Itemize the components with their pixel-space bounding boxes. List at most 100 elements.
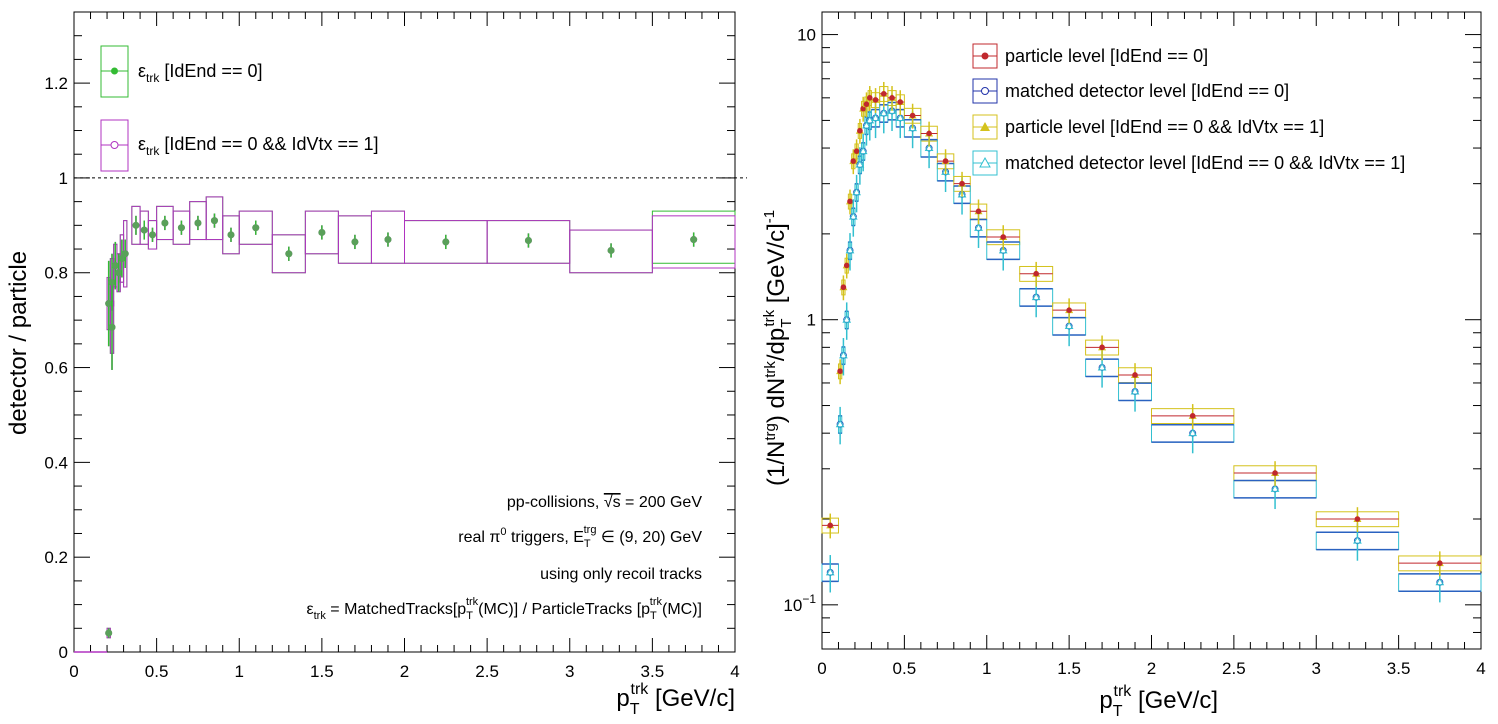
- left-legend-entry-idend: εtrk [IdEnd == 0]: [100, 45, 262, 98]
- detector-idvtx-point: [957, 189, 967, 198]
- right-spectrum-panel: 0 0.5 1 1.5 2 2.5 3 3.5 4 10−1 1 10 particle level …: [761, 11, 1486, 720]
- particle-point: [889, 95, 895, 101]
- particle-point: [1354, 516, 1361, 522]
- legend-label-detector-idend: matched detector level [IdEnd == 0]: [1005, 81, 1289, 101]
- x-tick-label: 0.5: [145, 662, 169, 681]
- particle-point: [857, 127, 863, 134]
- x-tick-label: 0: [69, 662, 78, 681]
- left-frame: [73, 11, 736, 653]
- left-x-axis-title: pTtrk [GeV/c]: [616, 681, 735, 718]
- detector-idvtx-point: [1188, 428, 1198, 437]
- detector-idvtx-point: [845, 245, 855, 254]
- annotation-recoil: using only recoil tracks: [540, 566, 702, 583]
- detector-idvtx-point: [865, 115, 875, 124]
- particle-point: [897, 99, 904, 105]
- particle-point: [975, 208, 982, 215]
- left-legend: εtrk [IdEnd == 0] εtrk [IdEnd == 0 && Id…: [100, 45, 379, 172]
- detector-idvtx-point: [1031, 292, 1041, 301]
- legend-marker-open-circle: [981, 87, 989, 95]
- y-tick-label: 10−1: [783, 592, 816, 615]
- detector-idvtx-point: [895, 113, 905, 121]
- particle-point: [837, 368, 843, 374]
- legend-label-eps-idend: εtrk [IdEnd == 0]: [138, 61, 262, 85]
- data-point: [140, 226, 148, 234]
- x-tick-label: 1.5: [310, 662, 334, 681]
- y-tick-label: 0.8: [44, 264, 68, 283]
- right-tick-labels: 0 0.5 1 1.5 2 2.5 3 3.5 4 10−1 1 10: [783, 26, 1485, 678]
- particle-point: [866, 95, 873, 101]
- detector-idvtx-point: [1270, 484, 1280, 492]
- left-annotations: pp-collisions, √s = 200 GeV real π0 trig…: [306, 494, 702, 622]
- systematic-box: [651, 215, 736, 269]
- particle-point: [1437, 560, 1443, 566]
- legend-marker-open-circle: [110, 141, 119, 149]
- legend-label-particle-idvtx: particle level [IdEnd == 0 && IdVtx == 1…: [1005, 117, 1324, 137]
- particle-point: [1099, 344, 1105, 351]
- data-point: [227, 231, 235, 239]
- detector-idvtx-point: [941, 167, 950, 175]
- particle-point: [847, 198, 853, 205]
- data-point: [384, 236, 392, 244]
- x-tick-label: 2: [400, 662, 409, 681]
- y-tick-label: 0: [59, 643, 68, 662]
- detector-idvtx-point: [839, 350, 848, 359]
- particle-point: [840, 284, 847, 291]
- particle-point: [860, 105, 866, 112]
- detector-idvtx-point: [1130, 387, 1140, 395]
- particle-point: [1066, 307, 1072, 313]
- particle-point: [853, 148, 860, 154]
- data-point: [318, 228, 326, 236]
- x-tick-label: 4: [1476, 659, 1485, 678]
- x-tick-label: 0.5: [893, 659, 917, 678]
- y-tick-label: 1: [807, 311, 816, 330]
- detector-idvtx-point: [858, 146, 868, 155]
- legend-marker-open-triangle: [979, 156, 991, 168]
- detector-idvtx-point: [879, 108, 889, 117]
- detector-idvtx-point: [998, 245, 1008, 254]
- legend-label-eps-idvtx: εtrk [IdEnd == 0 && IdVtx == 1]: [138, 134, 379, 158]
- detector-idvtx-point: [848, 212, 858, 220]
- data-point: [108, 278, 116, 286]
- left-axis-ticks: [73, 11, 736, 653]
- detector-idvtx-point: [862, 120, 871, 129]
- systematic-box: [238, 210, 273, 245]
- detector-idvtx-point: [1064, 321, 1074, 330]
- left-legend-entry-idvtx: εtrk [IdEnd == 0 && IdVtx == 1]: [100, 119, 379, 172]
- x-tick-label: 2.5: [475, 662, 499, 681]
- detector-idvtx-point: [855, 160, 865, 168]
- x-tick-label: 3: [1312, 659, 1321, 678]
- particle-point: [1000, 234, 1007, 240]
- detector-idvtx-point: [887, 106, 897, 114]
- particle-point: [872, 97, 879, 103]
- detector-idvtx-point: [1353, 536, 1362, 544]
- particle-point: [827, 522, 834, 529]
- legend-marker-filled-triangle: [980, 122, 990, 131]
- y-tick-label: 0.2: [44, 548, 68, 567]
- legend-marker-filled-circle: [981, 52, 989, 60]
- y-tick-label: 1: [59, 169, 68, 188]
- left-ratio-panel: 0 0.5 1 1.5 2 2.5 3 3.5 4 0 0.2 0.4 0.6 0.8 1 1.2 εtrk …: [5, 11, 747, 718]
- data-point: [161, 219, 169, 227]
- data-point: [132, 221, 140, 229]
- detector-idvtx-point: [852, 187, 861, 196]
- right-y-axis-title: (1/Ntrg) dNtrk/dpTtrk [GeV/c]-1: [761, 210, 795, 486]
- detector-idvtx-point: [842, 315, 852, 323]
- right-axis-ticks: [821, 12, 1482, 650]
- particle-point: [880, 90, 887, 97]
- particle-point: [1189, 413, 1196, 419]
- particle-point: [926, 130, 932, 137]
- data-point: [121, 250, 129, 258]
- particle-point: [843, 262, 850, 269]
- y-tick-label: 10: [797, 26, 816, 45]
- data-point: [108, 323, 116, 331]
- x-tick-label: 3.5: [1387, 659, 1411, 678]
- annotation-collisions: pp-collisions, √s = 200 GeV: [507, 494, 702, 511]
- legend-label-detector-idvtx: matched detector level [IdEnd == 0 && Id…: [1005, 153, 1405, 173]
- left-y-axis-title: detector / particle: [5, 251, 32, 435]
- y-tick-label: 0.4: [44, 453, 68, 472]
- particle-point: [942, 158, 949, 164]
- particle-point: [1272, 470, 1278, 476]
- particle-point: [1132, 372, 1138, 378]
- data-point: [105, 300, 113, 308]
